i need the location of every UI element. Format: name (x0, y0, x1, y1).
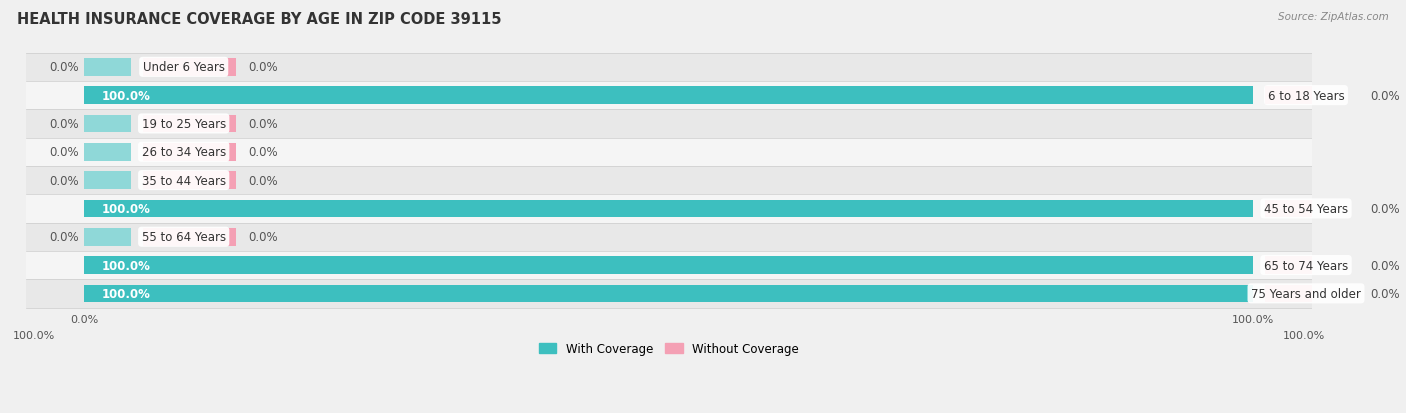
Text: 0.0%: 0.0% (49, 146, 79, 159)
Bar (25, 54, 1312, 82)
Text: 0.0%: 0.0% (247, 231, 277, 244)
Text: 0.0%: 0.0% (1371, 259, 1400, 272)
Text: 0.0%: 0.0% (247, 118, 277, 131)
Text: 19 to 25 Years: 19 to 25 Years (142, 118, 226, 131)
Text: 0.0%: 0.0% (247, 146, 277, 159)
Text: 100.0%: 100.0% (101, 259, 150, 272)
Text: 100.0%: 100.0% (1282, 330, 1324, 340)
Text: 0.0%: 0.0% (1371, 90, 1400, 102)
Text: 55 to 64 Years: 55 to 64 Years (142, 231, 226, 244)
Bar (143, 115, 236, 133)
Bar (1265, 87, 1358, 104)
Text: 0.0%: 0.0% (247, 61, 277, 74)
Bar (143, 59, 236, 76)
Text: 0.0%: 0.0% (49, 174, 79, 187)
Text: 0.0%: 0.0% (247, 174, 277, 187)
Bar (84, 285, 1253, 302)
Text: 26 to 34 Years: 26 to 34 Years (142, 146, 226, 159)
Bar (84, 256, 1253, 274)
Text: 6 to 18 Years: 6 to 18 Years (1268, 90, 1344, 102)
Bar (84, 115, 131, 133)
Bar (84, 59, 131, 76)
Bar (143, 172, 236, 190)
Text: 0.0%: 0.0% (1371, 202, 1400, 216)
Bar (143, 228, 236, 246)
Text: Source: ZipAtlas.com: Source: ZipAtlas.com (1278, 12, 1389, 22)
Bar (25, 138, 1312, 166)
Bar (143, 144, 236, 161)
Bar (84, 228, 131, 246)
Bar (1265, 285, 1358, 302)
Text: 0.0%: 0.0% (49, 61, 79, 74)
Bar (25, 82, 1312, 110)
Text: 45 to 54 Years: 45 to 54 Years (1264, 202, 1348, 216)
Bar (25, 280, 1312, 308)
Bar (1265, 256, 1358, 274)
Text: 0.0%: 0.0% (1371, 287, 1400, 300)
Bar (25, 223, 1312, 251)
Bar (1265, 200, 1358, 218)
Text: HEALTH INSURANCE COVERAGE BY AGE IN ZIP CODE 39115: HEALTH INSURANCE COVERAGE BY AGE IN ZIP … (17, 12, 502, 27)
Bar (25, 110, 1312, 138)
Text: 0.0%: 0.0% (49, 118, 79, 131)
Bar (84, 200, 1253, 218)
Bar (84, 172, 131, 190)
Text: 100.0%: 100.0% (101, 287, 150, 300)
Text: 75 Years and older: 75 Years and older (1251, 287, 1361, 300)
Text: 35 to 44 Years: 35 to 44 Years (142, 174, 226, 187)
Bar (25, 166, 1312, 195)
Legend: With Coverage, Without Coverage: With Coverage, Without Coverage (534, 337, 804, 360)
Text: Under 6 Years: Under 6 Years (143, 61, 225, 74)
Text: 100.0%: 100.0% (13, 330, 55, 340)
Text: 100.0%: 100.0% (101, 202, 150, 216)
Bar (84, 87, 1253, 104)
Text: 100.0%: 100.0% (101, 90, 150, 102)
Text: 0.0%: 0.0% (49, 231, 79, 244)
Bar (25, 251, 1312, 280)
Text: 65 to 74 Years: 65 to 74 Years (1264, 259, 1348, 272)
Bar (25, 195, 1312, 223)
Bar (84, 144, 131, 161)
